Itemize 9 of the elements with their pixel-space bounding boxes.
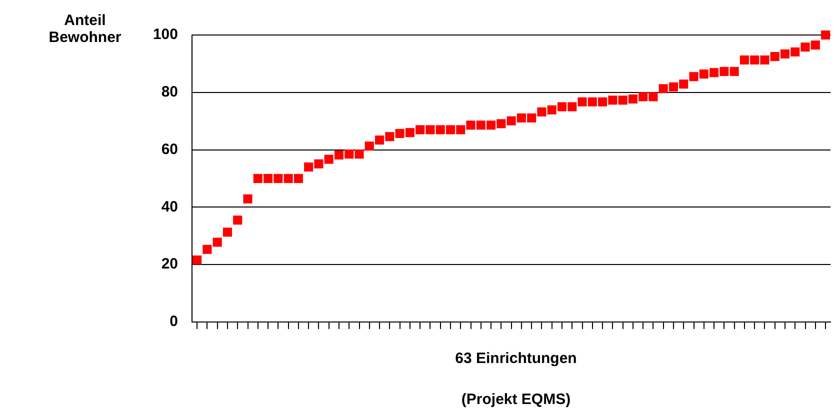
y-tick-label: 60	[161, 140, 178, 158]
y-tick-label: 0	[170, 313, 178, 330]
y-tick-label: 40	[161, 198, 178, 216]
x-axis-title: 63 Einrichtungen	[454, 350, 578, 367]
text: (Projekt EQMS)	[460, 391, 572, 408]
y-tick-label: 20	[161, 256, 178, 273]
y-tick-label: 100	[152, 26, 178, 44]
y-tick-label: 80	[161, 84, 178, 101]
y-axis-title: Anteil Bewohner	[48, 12, 122, 46]
